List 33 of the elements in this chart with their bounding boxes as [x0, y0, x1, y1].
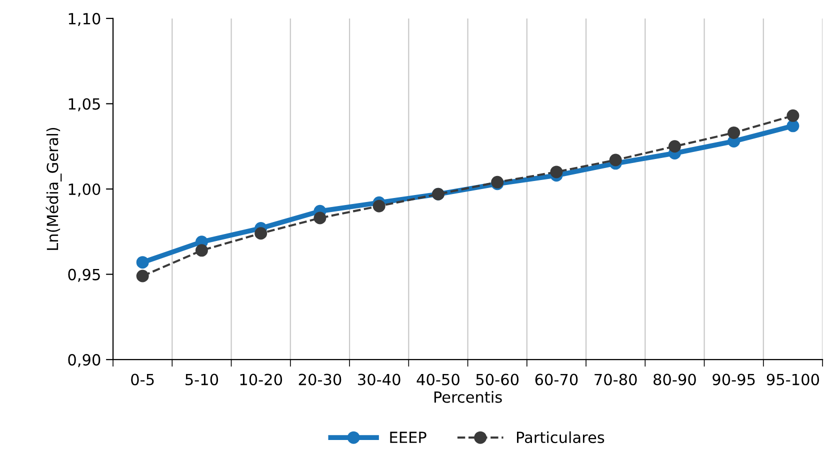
x-tick-label: 80-90 — [654, 374, 696, 386]
y-tick-label: 1,05 — [68, 98, 100, 112]
point — [550, 166, 563, 178]
x-tick-label: 20-30 — [298, 374, 342, 386]
point — [668, 140, 681, 153]
x-tick-label: 90-95 — [712, 374, 755, 386]
x-tick-label: 50-60 — [476, 374, 519, 386]
x-tick-label: 30-40 — [358, 374, 400, 386]
point — [136, 270, 149, 282]
x-tick-label: 60-70 — [535, 374, 578, 386]
point — [195, 244, 208, 257]
point — [314, 212, 326, 224]
x-tick-label: 40-50 — [416, 374, 460, 386]
x-tick-label: 95-100 — [766, 374, 820, 386]
y-tick-label: 1,10 — [68, 12, 100, 26]
x-tick-label: 0-5 — [131, 374, 154, 386]
x-tick-label: 5-10 — [186, 374, 218, 386]
point — [372, 200, 386, 212]
y-axis-title: Ln(Média_Geral) — [46, 128, 62, 250]
y-tick-label: 0,95 — [68, 268, 100, 282]
legend-label: Particulares — [517, 431, 604, 444]
point — [786, 120, 800, 132]
point — [728, 126, 740, 139]
x-tick-label: 10-20 — [240, 374, 282, 386]
point — [609, 154, 622, 166]
y-tick-label: 0,90 — [68, 354, 100, 368]
x-axis-title: Percentis — [434, 391, 502, 403]
x-tick-label: 70-80 — [594, 374, 637, 386]
point — [786, 109, 800, 122]
point — [136, 256, 149, 269]
legend-label: EEEP — [390, 432, 426, 443]
point — [254, 227, 268, 240]
y-tick-label: 1,00 — [68, 183, 100, 197]
